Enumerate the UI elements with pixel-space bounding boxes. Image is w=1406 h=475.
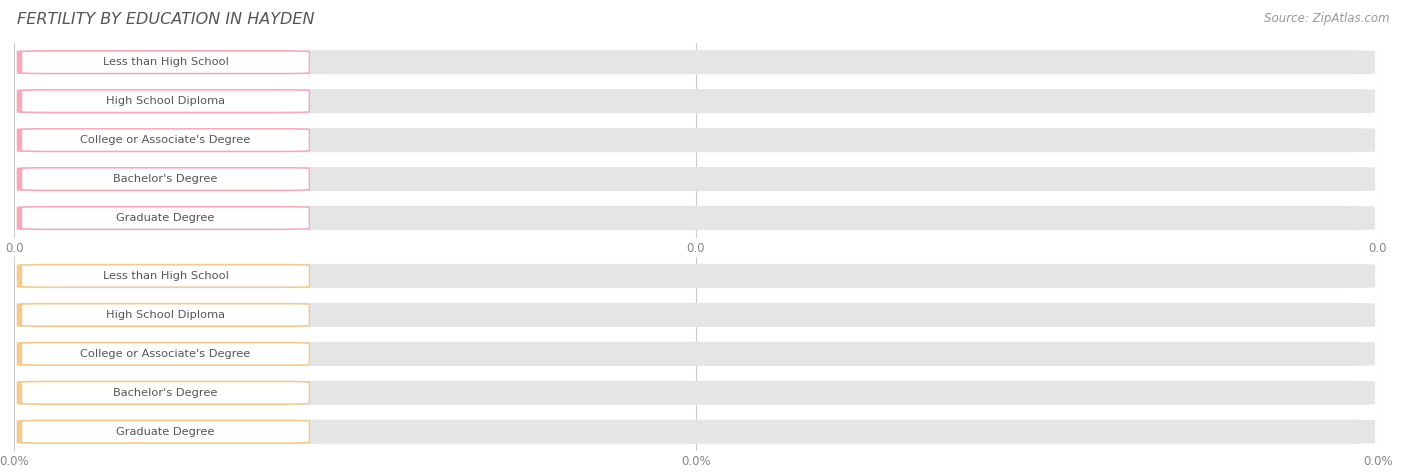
FancyBboxPatch shape	[17, 303, 309, 327]
FancyBboxPatch shape	[17, 167, 1375, 191]
FancyBboxPatch shape	[22, 266, 309, 286]
FancyBboxPatch shape	[17, 420, 1375, 444]
FancyBboxPatch shape	[17, 89, 309, 113]
FancyBboxPatch shape	[17, 303, 1375, 327]
Text: Less than High School: Less than High School	[103, 271, 228, 281]
FancyBboxPatch shape	[17, 50, 309, 74]
FancyBboxPatch shape	[22, 169, 309, 190]
FancyBboxPatch shape	[22, 343, 309, 364]
Text: High School Diploma: High School Diploma	[105, 310, 225, 320]
Text: 0.0: 0.0	[287, 213, 305, 223]
Text: 0.0: 0.0	[287, 174, 305, 184]
FancyBboxPatch shape	[22, 52, 309, 73]
FancyBboxPatch shape	[17, 206, 1375, 230]
FancyBboxPatch shape	[17, 342, 1375, 366]
Text: Source: ZipAtlas.com: Source: ZipAtlas.com	[1264, 12, 1389, 25]
Text: Graduate Degree: Graduate Degree	[117, 213, 215, 223]
Text: College or Associate's Degree: College or Associate's Degree	[80, 135, 250, 145]
Text: Less than High School: Less than High School	[103, 57, 228, 67]
FancyBboxPatch shape	[22, 130, 309, 151]
Text: Bachelor's Degree: Bachelor's Degree	[114, 174, 218, 184]
Text: 0.0%: 0.0%	[277, 271, 305, 281]
Text: Bachelor's Degree: Bachelor's Degree	[114, 388, 218, 398]
FancyBboxPatch shape	[17, 342, 309, 366]
Text: College or Associate's Degree: College or Associate's Degree	[80, 349, 250, 359]
FancyBboxPatch shape	[17, 128, 309, 152]
Text: 0.0%: 0.0%	[277, 310, 305, 320]
FancyBboxPatch shape	[22, 208, 309, 228]
FancyBboxPatch shape	[17, 264, 1375, 288]
Text: 0.0%: 0.0%	[277, 427, 305, 437]
Text: 0.0: 0.0	[287, 57, 305, 67]
Text: FERTILITY BY EDUCATION IN HAYDEN: FERTILITY BY EDUCATION IN HAYDEN	[17, 12, 315, 27]
Text: Graduate Degree: Graduate Degree	[117, 427, 215, 437]
Text: 0.0: 0.0	[287, 135, 305, 145]
FancyBboxPatch shape	[22, 91, 309, 112]
Text: 0.0: 0.0	[287, 96, 305, 106]
Text: 0.0%: 0.0%	[277, 388, 305, 398]
FancyBboxPatch shape	[17, 167, 309, 191]
FancyBboxPatch shape	[17, 264, 309, 288]
FancyBboxPatch shape	[17, 206, 309, 230]
FancyBboxPatch shape	[17, 89, 1375, 113]
FancyBboxPatch shape	[17, 50, 1375, 74]
FancyBboxPatch shape	[22, 421, 309, 442]
FancyBboxPatch shape	[22, 382, 309, 403]
FancyBboxPatch shape	[17, 381, 309, 405]
FancyBboxPatch shape	[17, 420, 309, 444]
FancyBboxPatch shape	[22, 304, 309, 325]
Text: High School Diploma: High School Diploma	[105, 96, 225, 106]
FancyBboxPatch shape	[17, 381, 1375, 405]
Text: 0.0%: 0.0%	[277, 349, 305, 359]
FancyBboxPatch shape	[17, 128, 1375, 152]
